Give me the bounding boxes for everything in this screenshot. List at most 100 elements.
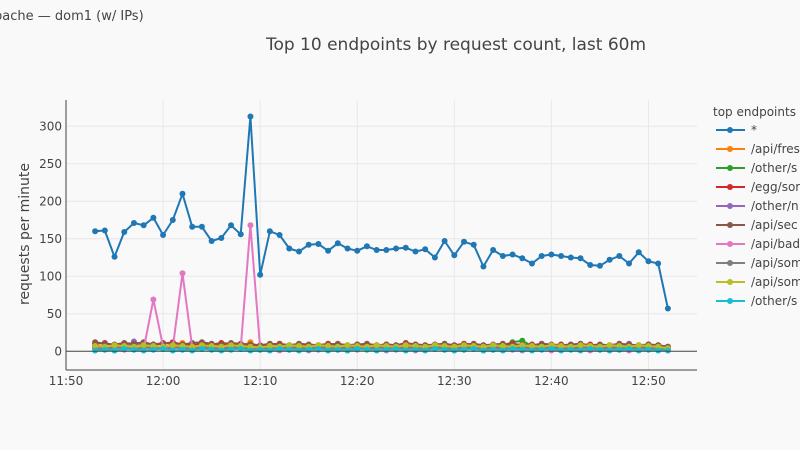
data-point (441, 346, 448, 353)
data-point (616, 346, 623, 353)
legend-label: /api/fres (751, 142, 800, 156)
data-point (344, 347, 351, 354)
data-point (354, 346, 361, 352)
y-tick-label: 150 (39, 232, 62, 246)
data-point (92, 343, 99, 349)
data-point (373, 347, 380, 354)
legend-item[interactable]: /api/som (716, 275, 800, 289)
data-point (266, 343, 273, 349)
data-point (412, 248, 419, 255)
legend-item[interactable]: /other/s (716, 161, 797, 175)
x-tick-label: 12:00 (146, 374, 181, 388)
data-point (626, 346, 633, 352)
data-point (257, 346, 264, 353)
y-tick-label: 100 (39, 269, 62, 283)
data-point (664, 305, 671, 312)
legend-swatch-marker (727, 165, 733, 171)
data-point (140, 342, 147, 349)
data-point (276, 346, 283, 352)
data-point (208, 238, 215, 244)
data-point (286, 342, 293, 349)
data-point (305, 346, 312, 353)
legend-item[interactable]: /egg/sor (716, 180, 800, 194)
data-point (509, 346, 516, 352)
legend[interactable]: top endpoints * /api/fres/other/s/egg/sor… (713, 105, 800, 308)
data-point (344, 245, 351, 252)
data-point (655, 260, 662, 267)
legend-item[interactable]: * (716, 123, 757, 137)
x-tick-label: 12:40 (534, 374, 569, 388)
data-point (373, 342, 380, 349)
data-point (461, 342, 468, 349)
legend-swatch-marker (727, 222, 733, 228)
legend-item[interactable]: /other/n (716, 199, 799, 213)
data-point (393, 245, 400, 252)
data-point (528, 343, 535, 349)
data-point (577, 342, 584, 349)
data-point (490, 342, 497, 349)
data-point (237, 231, 244, 238)
legend-swatch-marker (727, 298, 733, 304)
legend-swatch-marker (727, 127, 733, 133)
legend-item[interactable]: /api/bad (716, 237, 800, 251)
data-point (354, 247, 361, 254)
legend-swatch-marker (727, 260, 733, 266)
data-point (160, 232, 167, 238)
legend-label: /egg/sor (751, 180, 800, 194)
data-point (208, 346, 215, 353)
data-point (635, 347, 642, 354)
data-point (461, 238, 468, 245)
data-point (587, 262, 594, 268)
data-point (150, 296, 157, 303)
legend-label: /api/bad (751, 237, 800, 251)
data-point (111, 253, 118, 260)
data-point (635, 342, 642, 349)
data-point (363, 243, 370, 250)
data-point (111, 347, 118, 354)
data-point (431, 254, 438, 261)
data-point (470, 346, 477, 352)
data-point (538, 253, 545, 259)
data-point (169, 342, 176, 349)
legend-swatch-marker (727, 203, 733, 209)
data-point (295, 347, 302, 354)
data-point (606, 347, 613, 354)
legend-label: /api/sec (751, 218, 798, 232)
y-tick-label: 0 (54, 344, 62, 358)
legend-label: /other/s (751, 294, 797, 308)
legend-item[interactable]: /api/sec (716, 218, 798, 232)
data-point (528, 260, 535, 267)
data-point (237, 346, 244, 352)
x-tick-label: 12:10 (243, 374, 278, 388)
data-point (490, 346, 497, 353)
legend-swatch-marker (727, 146, 733, 152)
data-point (111, 342, 118, 349)
data-point (596, 346, 603, 353)
data-point (626, 260, 633, 267)
data-point (334, 346, 341, 353)
legend-item[interactable]: /api/som (716, 256, 800, 270)
data-point (519, 342, 526, 349)
data-point (490, 247, 497, 253)
chart-title: Top 10 endpoints by request count, last … (265, 35, 646, 55)
data-point (548, 346, 555, 352)
data-point (121, 229, 128, 235)
data-point (334, 240, 341, 247)
data-point (315, 346, 322, 352)
data-point (363, 346, 370, 353)
y-tick-label: 200 (39, 194, 62, 208)
data-point (121, 346, 128, 352)
legend-item[interactable]: /api/fres (716, 142, 800, 156)
data-point (179, 190, 186, 197)
data-point (325, 247, 332, 254)
data-point (528, 347, 535, 354)
legend-item[interactable]: /other/s (716, 294, 797, 308)
series-6 (92, 222, 671, 354)
data-point (616, 253, 623, 259)
data-point (325, 347, 332, 354)
data-point (480, 347, 487, 354)
x-tick-label: 12:20 (340, 374, 375, 388)
data-point (198, 223, 205, 230)
data-point (150, 214, 157, 221)
data-point (645, 258, 652, 265)
